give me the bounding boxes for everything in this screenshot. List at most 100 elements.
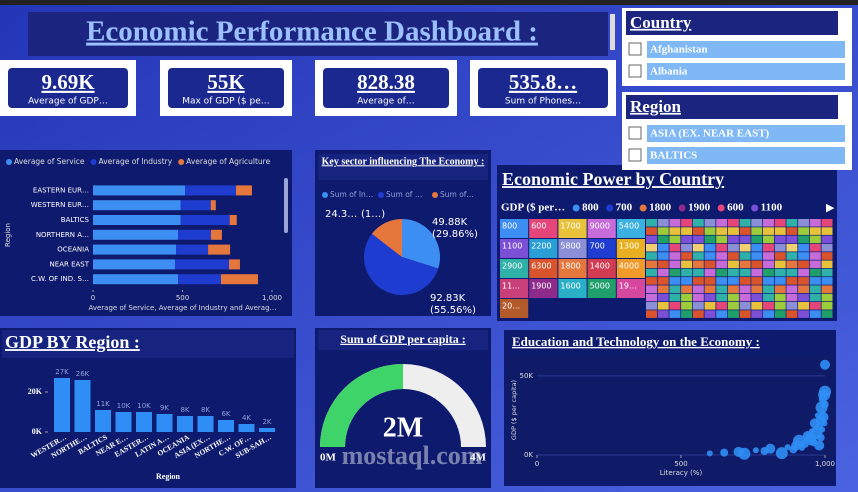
treemap-small-cell (751, 285, 763, 293)
treemap-small-cell (646, 293, 657, 302)
treemap-cell (529, 239, 558, 258)
treemap-small-cell (751, 293, 763, 302)
legend-arrow: ▶ (826, 201, 835, 214)
x-tick-label: 1,000 (262, 294, 282, 302)
gauge-fill (320, 364, 403, 447)
treemap-cell (587, 279, 616, 298)
slicer-item: Albania (650, 66, 688, 78)
data-label: 10K (117, 402, 131, 410)
treemap-small-cell (646, 285, 657, 293)
legend-dot (639, 204, 647, 212)
bar-segment (178, 229, 211, 240)
treemap-small-cell (727, 260, 739, 269)
bar (54, 378, 70, 432)
treemap-small-cell (821, 243, 833, 252)
treemap-small-cell (681, 252, 693, 260)
treemap-small-cell (657, 243, 669, 252)
bar-segment (210, 229, 222, 240)
treemap-small-cell (692, 252, 704, 260)
slicer-item-bg[interactable] (647, 147, 845, 164)
treemap-small-cell (809, 260, 821, 269)
treemap-small-cell (669, 227, 681, 235)
treemap-cell (558, 219, 587, 238)
x-axis-label: Literacy (%) (660, 469, 703, 477)
kpi-value: 828.38 (357, 70, 415, 94)
treemap-small-cell (751, 219, 763, 227)
treemap-small-cell (739, 235, 751, 244)
treemap-small-cell (774, 277, 786, 285)
slicer-checkbox[interactable] (628, 126, 642, 140)
treemap-small-cell (798, 285, 810, 293)
x-tick-label: 1,000 (815, 460, 835, 468)
treemap-small-cell (727, 285, 739, 293)
slicer-item: ASIA (EX. NEAR EAST) (650, 128, 770, 140)
slicer-item-bg[interactable] (647, 63, 845, 80)
legend-dot (751, 204, 759, 212)
kpi-label: Average of GDP… (28, 97, 108, 107)
slicer-item: BALTICS (650, 150, 697, 162)
legend-label: 800 (582, 202, 599, 214)
slicer-checkbox[interactable] (628, 148, 642, 162)
legend-dot (6, 159, 12, 165)
treemap-small-cell (669, 260, 681, 269)
kpi-label: Sum of Phones… (505, 97, 581, 107)
treemap-small-cell (704, 302, 716, 310)
treemap-small-cell (681, 243, 693, 252)
data-label: 11K (96, 400, 110, 408)
slicer-item-bg[interactable] (647, 125, 845, 142)
treemap-cell (529, 279, 558, 298)
y-tick-label: 0K (524, 451, 533, 459)
treemap-small-cell (774, 260, 786, 269)
y-tick-label: 0K (32, 427, 43, 436)
treemap-small-cell (657, 235, 669, 244)
treemap-small-cell (751, 260, 763, 269)
data-label: 27K (55, 368, 69, 376)
treemap-small-cell (727, 277, 739, 285)
scatter-point (784, 444, 791, 451)
scatter-point (775, 447, 788, 460)
kpi-inner (8, 68, 128, 108)
treemap-cell (616, 219, 645, 238)
treemap-label: 1100 (502, 242, 522, 251)
slicer-item-bg[interactable] (647, 41, 845, 58)
treemap-small-cell (681, 227, 693, 235)
kpi-value: 55K (207, 70, 245, 94)
treemap-small-cell (716, 310, 728, 318)
treemap-small-cell (763, 219, 774, 227)
treemap-cell (587, 219, 616, 238)
treemap-small-cell (751, 243, 763, 252)
treemap-small-cell (763, 268, 774, 277)
treemap-small-cell (809, 252, 821, 260)
bar-segment (174, 259, 230, 270)
treemap-small-cell (751, 268, 763, 277)
treemap-small-cell (809, 243, 821, 252)
y-tick-label: WESTERN EUR… (31, 201, 89, 209)
slicer-checkbox[interactable] (628, 64, 642, 78)
treemap-label: 20… (502, 302, 520, 311)
slicer-item: Afghanistan (650, 44, 707, 56)
treemap-small-cell (763, 235, 774, 244)
bar (115, 412, 132, 432)
treemap-small-cell (657, 268, 669, 277)
treemap-small-cell (763, 293, 774, 302)
treemap-label: 1400 (590, 262, 610, 271)
treemap-small-cell (669, 268, 681, 277)
slicer-checkbox[interactable] (628, 42, 642, 56)
treemap-small-cell (646, 227, 657, 235)
treemap-small-cell (798, 277, 810, 285)
treemap-small-cell (786, 260, 798, 269)
treemap-small-cell (821, 219, 833, 227)
treemap-small-cell (657, 277, 669, 285)
treemap-label: 11… (502, 282, 520, 291)
treemap-small-cell (669, 252, 681, 260)
bar-segment (93, 229, 179, 240)
treemap-small-cell (751, 252, 763, 260)
treemap-small-cell (704, 285, 716, 293)
treemap-small-cell (809, 277, 821, 285)
legend-dot (90, 159, 97, 165)
pie-slice (364, 233, 439, 295)
treemap-small-cell (692, 227, 704, 235)
treemap-label: 2200 (531, 242, 551, 251)
treemap-small-cell (646, 302, 657, 310)
legend-dot (572, 204, 580, 212)
